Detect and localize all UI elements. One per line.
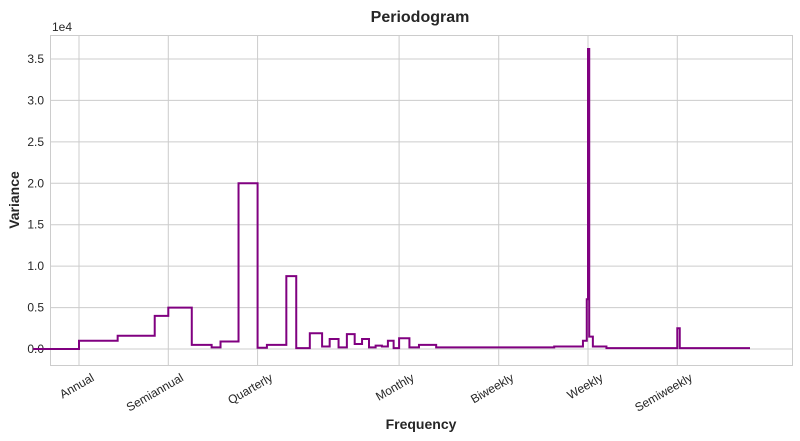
y-axis-ticks: 0.00.51.01.52.02.53.03.5	[27, 52, 44, 356]
x-tick-label: Monthly	[373, 370, 416, 403]
x-tick-label: Weekly	[565, 370, 606, 402]
x-tick-label: Quarterly	[225, 370, 275, 407]
y-axis-label: Variance	[6, 171, 22, 229]
x-axis-ticks: Annual Semiannual Quarterly Monthly Biweekly…	[57, 370, 695, 414]
x-tick-label: Annual	[57, 370, 96, 401]
y-tick-label: 2.0	[27, 176, 44, 190]
x-tick-label: Semiweekly	[632, 370, 694, 414]
y-tick-label: 3.0	[27, 93, 44, 107]
y-tick-label: 1.5	[27, 218, 44, 232]
chart-title: Periodogram	[371, 9, 470, 26]
y-offset-label: 1e4	[52, 20, 72, 34]
plot-area	[50, 35, 793, 366]
y-tick-label: 1.0	[27, 259, 44, 273]
x-tick-label: Biweekly	[468, 370, 516, 406]
periodogram-line	[33, 48, 750, 350]
y-tick-label: 3.5	[27, 52, 44, 66]
y-tick-label: 2.5	[27, 135, 44, 149]
y-tick-label: 0.5	[27, 301, 44, 315]
x-axis-label: Frequency	[386, 416, 457, 432]
x-tick-label: Semiannual	[124, 370, 186, 414]
